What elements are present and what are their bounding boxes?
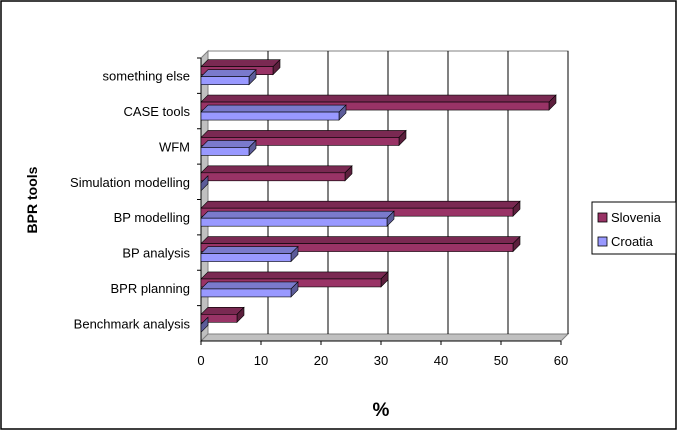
bar-front-face bbox=[200, 243, 514, 252]
category-label: something else bbox=[103, 69, 190, 84]
bar-front-face bbox=[200, 314, 238, 323]
bar-slovenia-2 bbox=[200, 129, 407, 147]
bar-top-face bbox=[200, 59, 281, 67]
legend-swatch-slovenia bbox=[597, 212, 608, 223]
bar-front-face bbox=[200, 217, 388, 227]
bar-top-face bbox=[200, 236, 521, 244]
bar-front-face bbox=[200, 111, 340, 121]
bar-front-face bbox=[200, 76, 250, 85]
plot-floor bbox=[199, 333, 570, 342]
bar-croatia-1 bbox=[200, 104, 347, 121]
category-label: CASE tools bbox=[124, 104, 191, 119]
x-tick-label: 50 bbox=[494, 353, 508, 368]
x-tick-label: 60 bbox=[554, 353, 568, 368]
bar-top-face bbox=[200, 246, 299, 254]
bar-top-face bbox=[200, 104, 347, 113]
legend-swatch-croatia bbox=[597, 236, 608, 247]
bar-croatia-7 bbox=[200, 316, 209, 334]
bar-front-face bbox=[200, 253, 292, 262]
bar-slovenia-5 bbox=[200, 235, 521, 253]
bar-top-face bbox=[200, 69, 257, 77]
bar-front-face bbox=[200, 137, 400, 146]
x-axis-title: % bbox=[373, 400, 390, 421]
legend-label-slovenia: Slovenia bbox=[611, 210, 662, 225]
bar-croatia-4 bbox=[200, 210, 395, 227]
legend: Slovenia Croatia bbox=[591, 201, 677, 255]
x-tick-label: 10 bbox=[254, 353, 268, 368]
bar-front-face bbox=[200, 288, 292, 298]
bar-croatia-2 bbox=[200, 139, 257, 157]
plot-side-wall bbox=[200, 49, 209, 343]
x-tick-label: 20 bbox=[314, 353, 328, 368]
y-axis-title: BPR tools bbox=[24, 166, 40, 233]
bar-front-face bbox=[200, 147, 250, 156]
bar-end-face bbox=[200, 175, 209, 192]
bar-croatia-3 bbox=[200, 175, 209, 192]
bar-top-face bbox=[200, 281, 299, 290]
bars bbox=[200, 58, 557, 334]
category-label: WFM bbox=[159, 139, 190, 154]
bar-croatia-6 bbox=[200, 281, 299, 298]
bar-end-face bbox=[200, 316, 209, 334]
x-tick-label: 30 bbox=[374, 353, 388, 368]
bar-top-face bbox=[200, 130, 407, 138]
labels: 0 10 20 30 40 50 60 something else CASE tools WFM… bbox=[24, 69, 568, 421]
category-label: BP analysis bbox=[122, 246, 190, 261]
legend-label-croatia: Croatia bbox=[611, 234, 654, 249]
bar-top-face bbox=[200, 200, 521, 209]
bar-top-face bbox=[200, 94, 557, 103]
bar-top-face bbox=[200, 140, 257, 148]
bar-slovenia-1 bbox=[200, 94, 557, 111]
category-label: Simulation modelling bbox=[70, 175, 190, 190]
category-label: BP modelling bbox=[114, 210, 190, 225]
x-tick-label: 0 bbox=[197, 353, 204, 368]
category-label: BPR planning bbox=[111, 281, 191, 296]
bar-croatia-5 bbox=[200, 245, 299, 263]
bar-top-face bbox=[200, 210, 395, 219]
bar-slovenia-3 bbox=[200, 165, 353, 182]
x-tick-label: 40 bbox=[434, 353, 448, 368]
category-label: Benchmark analysis bbox=[74, 316, 191, 331]
bar-front-face bbox=[200, 172, 346, 182]
bar-top-face bbox=[200, 307, 245, 315]
bar-front-face bbox=[200, 101, 550, 111]
bar-slovenia-7 bbox=[200, 306, 245, 324]
bar-top-face bbox=[200, 165, 353, 174]
bar-croatia-0 bbox=[200, 68, 257, 86]
bar-top-face bbox=[200, 271, 389, 280]
